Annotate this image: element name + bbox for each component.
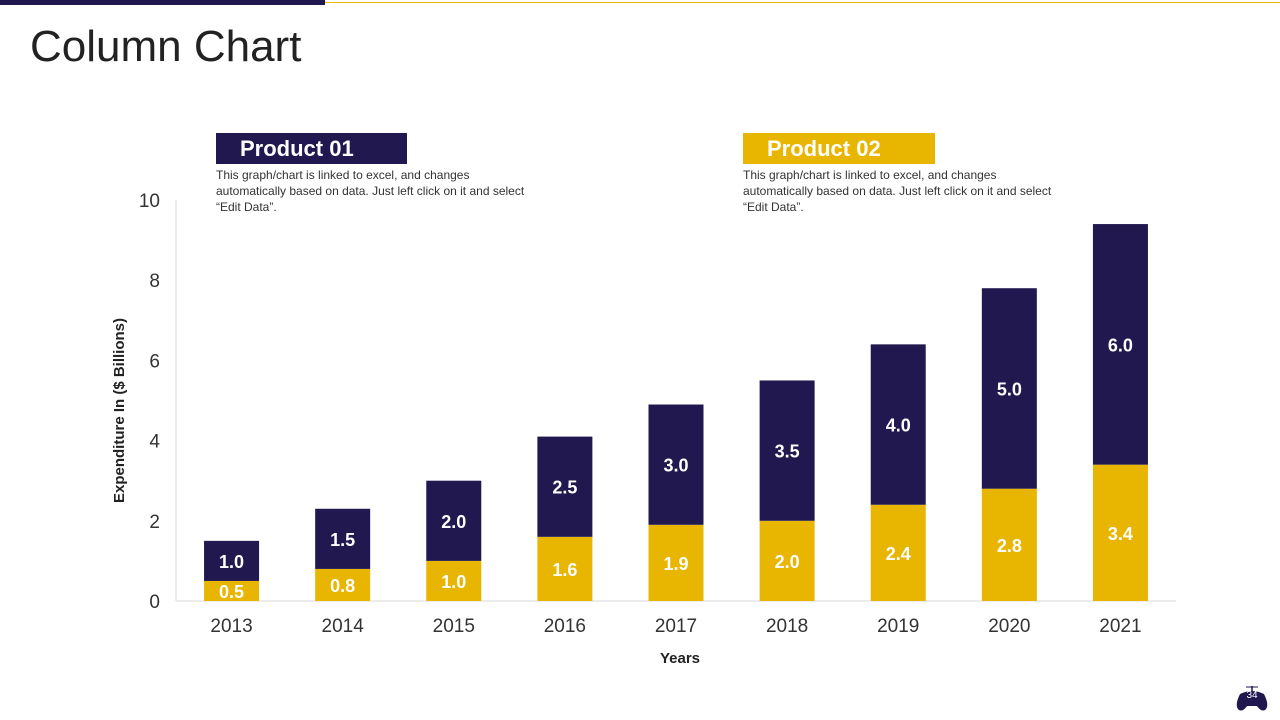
data-label: 2.0 (775, 552, 800, 572)
x-tick-label: 2021 (1099, 616, 1141, 637)
bar-product-01 (537, 436, 593, 537)
top-accent-line (325, 2, 1280, 3)
legend-product-02-description: This graph/chart is linked to excel, and… (743, 168, 1052, 214)
bar-product-02 (1092, 464, 1148, 601)
bar-product-01 (648, 404, 704, 525)
x-tick-label: 2015 (433, 616, 475, 637)
data-label: 3.5 (775, 442, 800, 462)
bar-product-02 (870, 504, 926, 601)
y-tick-label: 10 (139, 191, 160, 212)
y-tick-label: 4 (149, 432, 160, 453)
data-label: 2.0 (441, 512, 466, 532)
legend-product-02: Product 02 (743, 133, 935, 164)
data-label: 1.0 (219, 552, 244, 572)
data-label: 1.0 (441, 572, 466, 592)
data-label: 1.5 (330, 530, 355, 550)
page-title: Column Chart (30, 22, 302, 71)
y-axis-label: Expenditure In ($ Billions) (111, 318, 128, 503)
bar-product-01 (315, 508, 371, 569)
data-label: 2.4 (886, 544, 911, 564)
bar-product-01 (759, 380, 815, 521)
data-label: 6.0 (1108, 335, 1133, 355)
y-tick-label: 2 (149, 512, 160, 533)
gamepad-icon (1236, 686, 1268, 711)
data-label: 1.9 (663, 554, 688, 574)
bar-product-01 (426, 480, 482, 561)
y-tick-label: 8 (149, 271, 160, 292)
legend-product-01: Product 01 (216, 133, 407, 164)
x-tick-label: 2018 (766, 616, 808, 637)
bar-product-02 (426, 560, 482, 601)
x-tick-label: 2017 (655, 616, 697, 637)
data-label: 2.8 (997, 536, 1022, 556)
data-label: 2.5 (552, 478, 577, 498)
data-label: 3.4 (1108, 524, 1133, 544)
bar-product-02 (204, 580, 260, 601)
bar-product-01 (981, 288, 1037, 489)
bar-product-02 (981, 488, 1037, 601)
bar-product-01 (1092, 224, 1148, 465)
data-label: 1.6 (552, 560, 577, 580)
bar-product-02 (315, 568, 371, 601)
data-label: 0.8 (330, 576, 355, 596)
x-axis-label: Years (660, 650, 700, 667)
bar-product-01 (204, 540, 260, 581)
bar-product-01 (870, 344, 926, 505)
bar-product-02 (759, 520, 815, 601)
y-tick-label: 0 (149, 592, 160, 613)
legend-product-01-description: This graph/chart is linked to excel, and… (216, 168, 525, 214)
y-tick-label: 6 (149, 351, 160, 372)
bar-product-02 (537, 536, 593, 601)
data-label: 5.0 (997, 379, 1022, 399)
data-label: 0.5 (219, 582, 244, 602)
x-tick-label: 2020 (988, 616, 1030, 637)
data-label: 3.0 (663, 456, 688, 476)
page-number: 34 (1246, 690, 1258, 701)
bar-product-02 (648, 524, 704, 601)
x-tick-label: 2014 (322, 616, 365, 637)
x-tick-label: 2013 (210, 616, 252, 637)
x-tick-label: 2016 (544, 616, 586, 637)
top-accent-bar (0, 0, 325, 5)
data-label: 4.0 (886, 416, 911, 436)
x-tick-label: 2019 (877, 616, 919, 637)
